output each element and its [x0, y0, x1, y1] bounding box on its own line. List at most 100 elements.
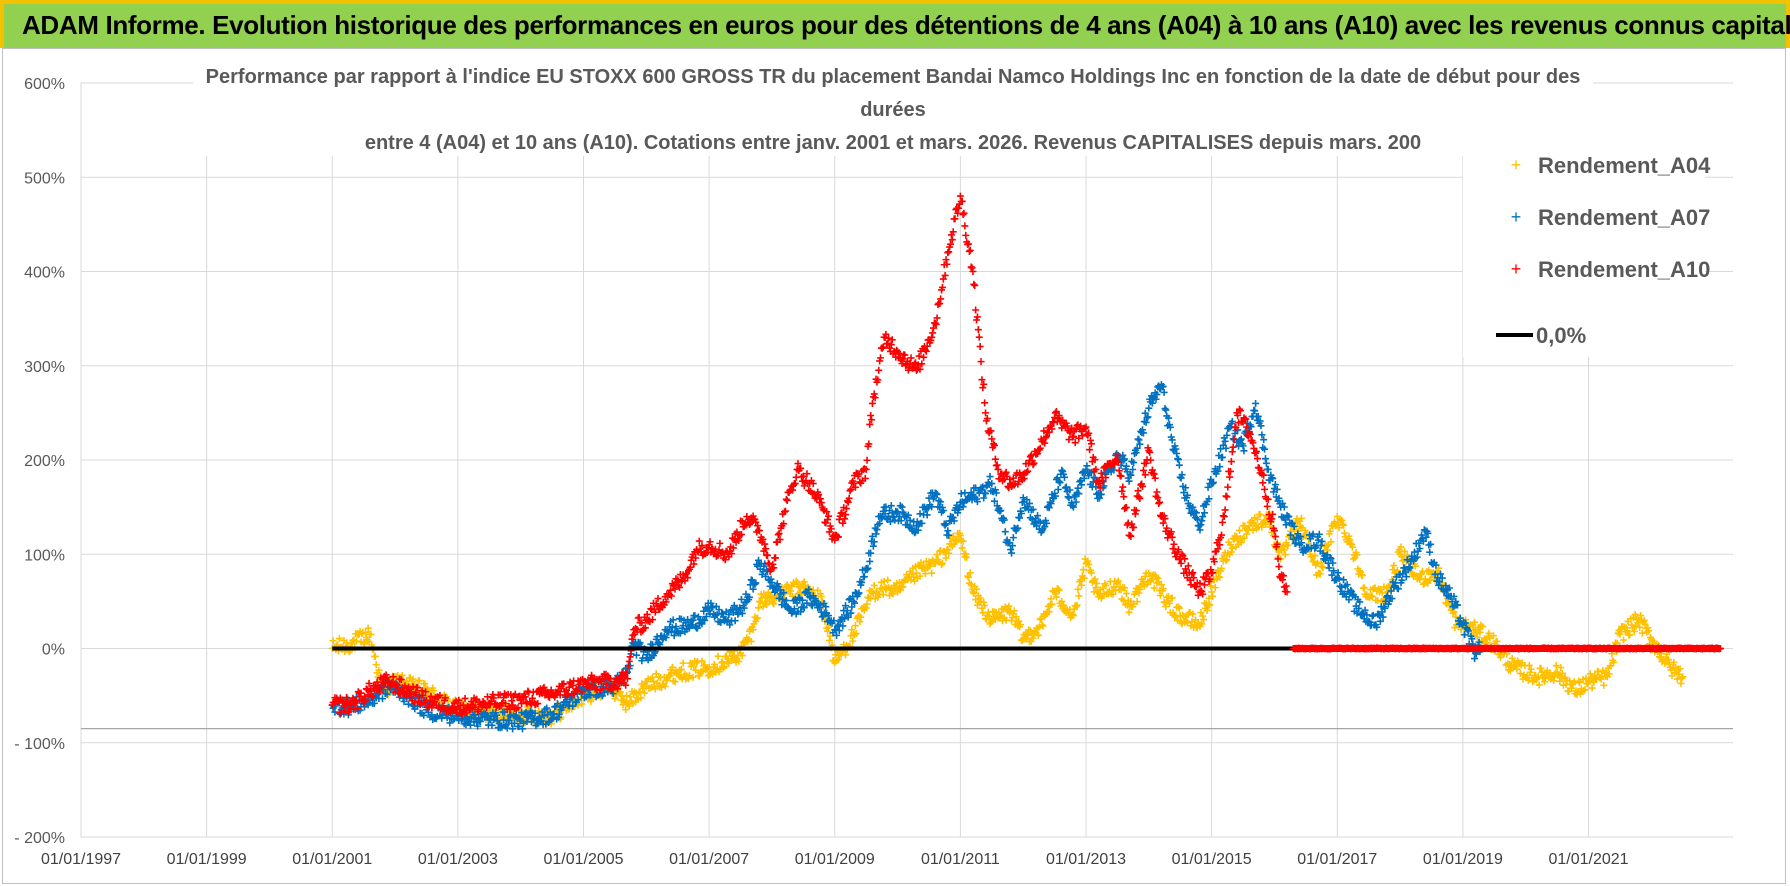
data-point [1640, 616, 1648, 624]
data-point [1631, 610, 1639, 618]
data-point [1017, 621, 1025, 629]
data-point [714, 652, 722, 660]
data-point [824, 627, 832, 635]
zero-reference-line [332, 645, 1724, 652]
data-point [962, 231, 970, 239]
data-point [1136, 585, 1144, 593]
data-point [421, 680, 429, 688]
legend-marker-a07: + [1511, 207, 1522, 227]
data-point [1026, 627, 1034, 635]
data-point [1240, 447, 1248, 455]
data-point [979, 384, 987, 392]
data-point [1486, 634, 1494, 642]
data-point [875, 366, 883, 374]
data-point [724, 655, 732, 663]
data-point [1318, 562, 1326, 570]
data-point [1472, 629, 1480, 637]
data-point [1319, 564, 1327, 572]
data-point [834, 656, 842, 664]
header-banner: ADAM Informe. Evolution historique des p… [0, 0, 1790, 48]
data-point [1253, 515, 1261, 523]
chart-legend: + Rendement_A04 + Rendement_A07 + Rendem… [1463, 135, 1711, 357]
data-point [1340, 529, 1348, 537]
data-point [1297, 514, 1305, 522]
data-point [825, 637, 833, 645]
data-point [1335, 524, 1343, 532]
data-point [611, 695, 619, 703]
data-point [625, 657, 633, 665]
data-point [716, 539, 724, 547]
data-point [782, 495, 790, 503]
data-point [783, 496, 791, 504]
legend-label-a04: Rendement_A04 [1538, 153, 1711, 178]
data-point [899, 583, 907, 591]
data-point [1054, 486, 1062, 494]
data-point [1390, 562, 1398, 570]
data-point [1109, 590, 1117, 598]
data-point [1594, 668, 1602, 676]
data-point [1537, 664, 1545, 672]
data-point [1006, 609, 1014, 617]
data-point [1259, 479, 1267, 487]
data-point [1626, 631, 1634, 639]
y-tick-label: - 200% [14, 830, 65, 847]
data-point [1142, 569, 1150, 577]
data-point [920, 353, 928, 361]
data-point [967, 581, 975, 589]
data-point [1425, 566, 1433, 574]
data-point [398, 671, 406, 679]
data-point [1557, 664, 1565, 672]
data-point [1227, 458, 1235, 466]
data-point [817, 592, 825, 600]
data-point [848, 626, 856, 634]
data-point [1008, 614, 1016, 622]
data-point [1225, 538, 1233, 546]
data-point [1175, 461, 1183, 469]
data-point [637, 694, 645, 702]
data-point [1638, 629, 1646, 637]
data-point [1284, 541, 1292, 549]
data-point [870, 581, 878, 589]
data-point [1450, 608, 1458, 616]
data-point [1632, 622, 1640, 630]
data-point [1064, 493, 1072, 501]
data-point [1077, 576, 1085, 584]
data-point [1550, 673, 1558, 681]
data-point [1189, 610, 1197, 618]
data-point [1398, 553, 1406, 561]
data-point [942, 554, 950, 562]
data-point [693, 659, 701, 667]
data-point [361, 628, 369, 636]
data-point [1153, 488, 1161, 496]
data-point [985, 612, 993, 620]
data-point [963, 553, 971, 561]
x-tick-label: 01/01/1997 [41, 851, 121, 868]
data-point [1205, 594, 1213, 602]
data-point [1078, 581, 1086, 589]
data-point [1198, 620, 1206, 628]
data-point [1281, 551, 1289, 559]
data-point [692, 666, 700, 674]
data-point [1092, 584, 1100, 592]
data-point [867, 412, 875, 420]
data-point [961, 222, 969, 230]
data-point [731, 617, 739, 625]
zero-band-overlay [1289, 645, 1724, 652]
data-point [964, 573, 972, 581]
data-point [1311, 552, 1319, 560]
data-point [1168, 594, 1176, 602]
data-point [1541, 678, 1549, 686]
data-point [1141, 573, 1149, 581]
y-tick-label: 200% [24, 453, 65, 470]
data-point [1177, 474, 1185, 482]
data-point [1610, 659, 1618, 667]
data-point [329, 637, 337, 645]
data-point [965, 247, 973, 255]
data-point [1048, 600, 1056, 608]
data-point [769, 599, 777, 607]
data-point [1327, 538, 1335, 546]
data-point [668, 663, 676, 671]
data-point [793, 578, 801, 586]
data-point [1209, 592, 1217, 600]
data-point [695, 672, 703, 680]
